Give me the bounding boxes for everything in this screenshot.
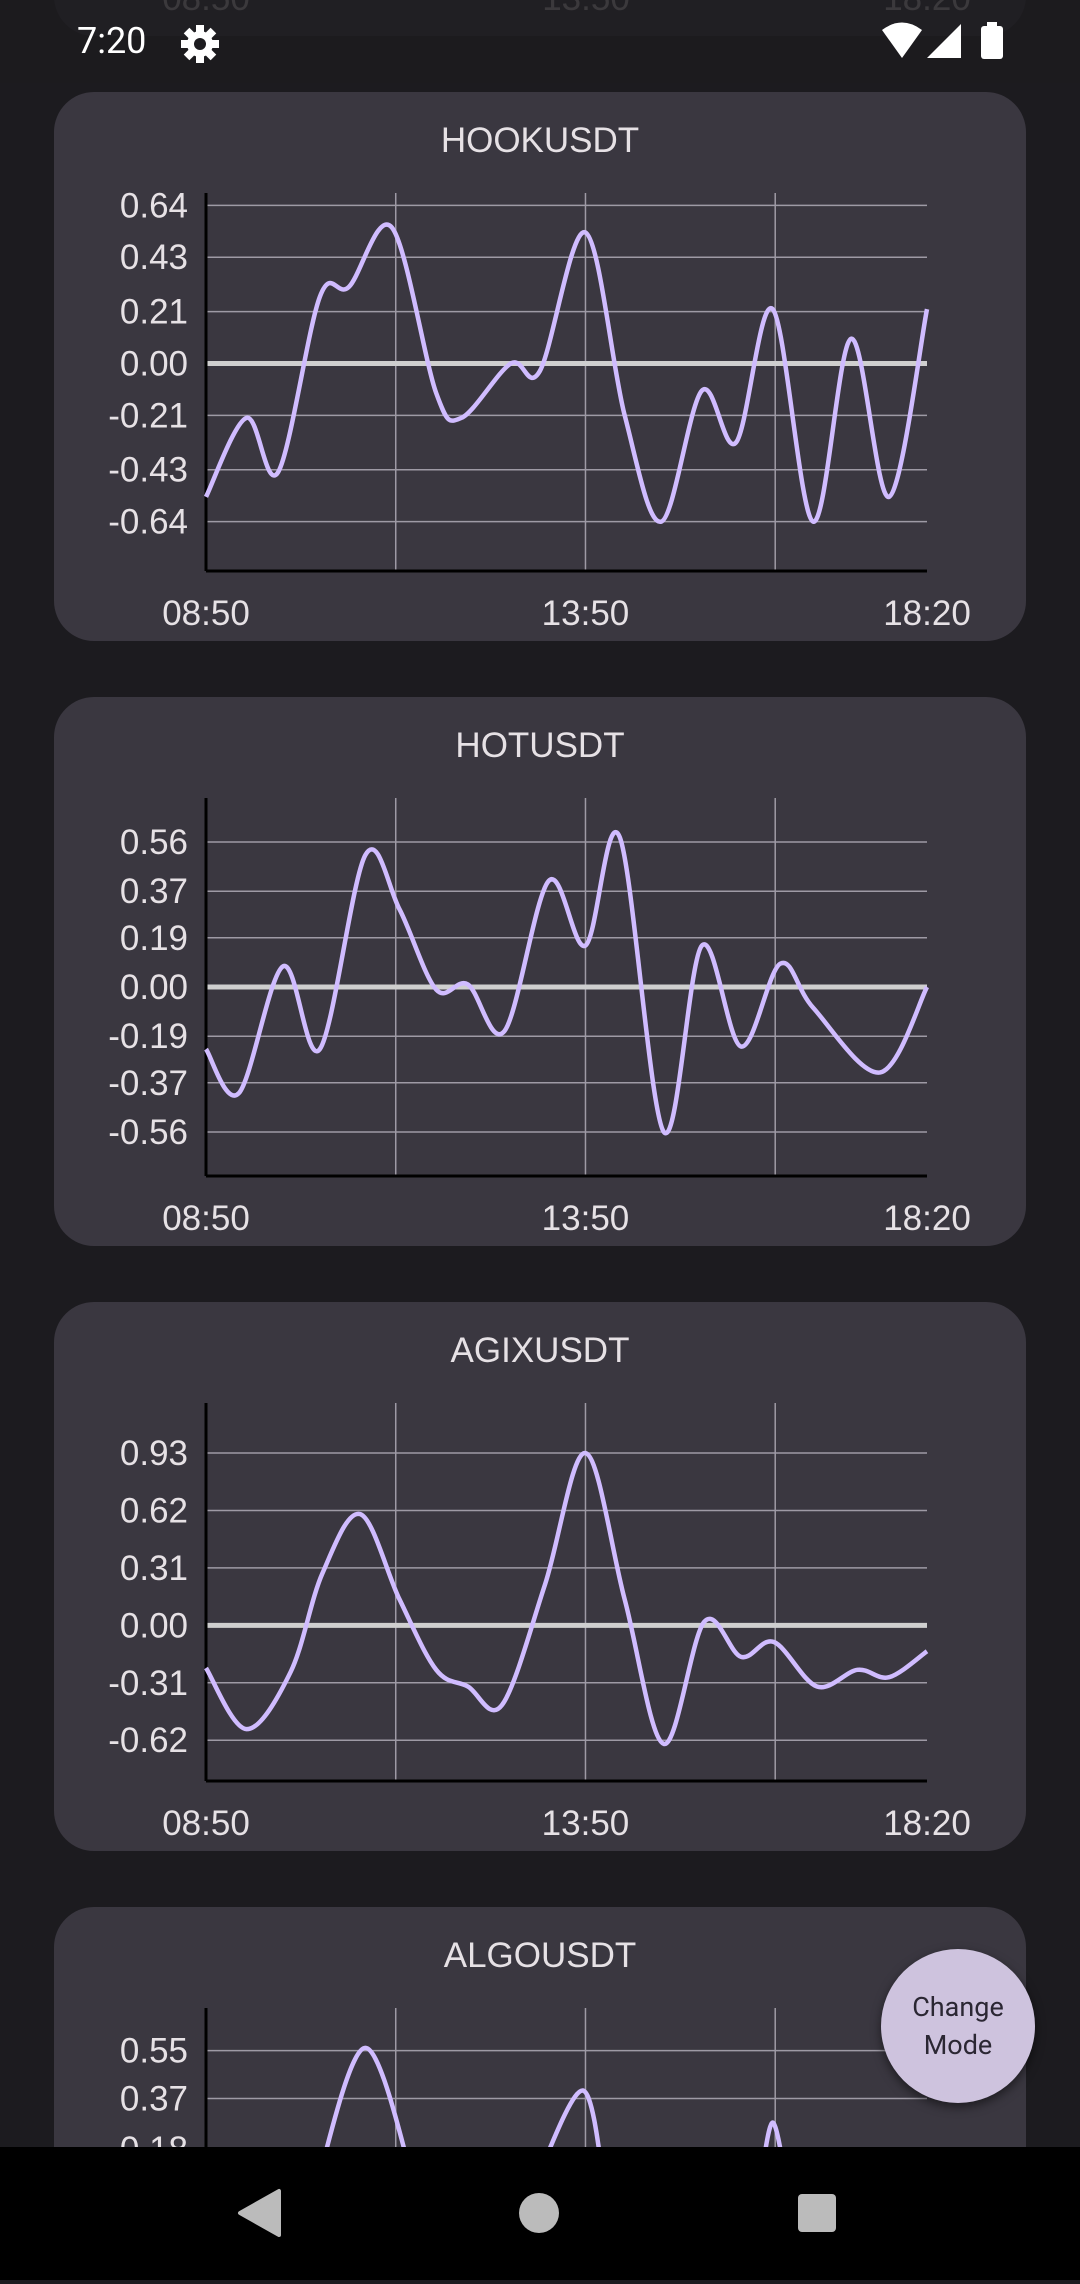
y-tick-label: 0.55 [120, 2032, 188, 2071]
y-tick-label: 0.00 [120, 344, 188, 383]
home-button[interactable] [519, 2193, 559, 2233]
x-tick-label: 18:20 [883, 1804, 971, 1843]
chart-title: ALGOUSDT [444, 1936, 637, 1975]
y-tick-label: -0.37 [108, 1064, 188, 1103]
price-line [204, 1450, 929, 1747]
chart-card: HOOKUSDT 0.64 0.43 0.21 0.00 -0.21 -0.43 -0.64 0… [54, 92, 1026, 641]
x-tick-label: 08:50 [162, 1199, 250, 1238]
y-tick-label: -0.64 [108, 503, 188, 542]
x-tick-label: 18:20 [883, 594, 971, 633]
x-tick-label: 18:20 [883, 1199, 971, 1238]
y-tick-label: 0.56 [120, 823, 188, 862]
y-tick-label: -0.56 [108, 1113, 188, 1152]
y-tick-label: -0.31 [108, 1664, 188, 1703]
y-tick-label: 0.43 [120, 238, 188, 277]
chart-title: HOOKUSDT [441, 121, 639, 160]
y-tick-label: 0.93 [120, 1434, 188, 1473]
x-tick-label: 13:50 [542, 594, 630, 633]
button-label: Change [912, 1991, 1004, 2023]
status-icons [181, 22, 1003, 63]
navigation-bar [0, 2147, 1080, 2280]
y-tick-label: -0.43 [108, 451, 188, 490]
price-line [203, 222, 930, 524]
chart-title: HOTUSDT [455, 726, 624, 765]
y-tick-label: 0.64 [120, 186, 188, 225]
y-tick-label: 0.00 [120, 1606, 188, 1645]
y-tick-label: -0.19 [108, 1017, 188, 1056]
button-label: Mode [923, 2029, 993, 2061]
y-tick-label: 0.21 [120, 293, 188, 332]
battery-tip [987, 22, 997, 27]
battery-icon [981, 26, 1003, 59]
card [54, 1302, 1026, 1851]
price-line [204, 830, 930, 1136]
clock: 7:20 [77, 20, 147, 62]
chart-card: AGIXUSDT 0.93 0.62 0.31 0.00 -0.31 -0.62 08:50 1… [54, 1302, 1026, 1851]
signal-icon [927, 24, 961, 58]
y-tick-label: 0.37 [120, 2080, 188, 2119]
change-mode-button[interactable]: Change Mode [881, 1949, 1035, 2103]
y-tick-label: -0.21 [108, 396, 188, 435]
y-tick-label: -0.62 [108, 1721, 188, 1760]
y-tick-label: 0.37 [120, 872, 188, 911]
chart-card: HOTUSDT 0.56 0.37 0.19 0.00 -0.19 -0.37 -0.56 08… [54, 697, 1026, 1246]
recents-button[interactable] [798, 2194, 836, 2232]
y-tick-label: 0.62 [120, 1491, 188, 1530]
wifi-icon [882, 22, 922, 58]
y-tick-label: 0.00 [120, 968, 188, 1007]
card [54, 697, 1026, 1246]
y-tick-label: 0.19 [120, 919, 188, 958]
nav-icons [238, 2189, 836, 2237]
x-tick-label: 08:50 [162, 594, 250, 633]
y-tick-label: 0.31 [120, 1549, 188, 1588]
settings-icon [181, 25, 219, 63]
x-tick-label: 13:50 [542, 1804, 630, 1843]
chart-title: AGIXUSDT [451, 1331, 630, 1370]
status-bar: 7:20 [0, 0, 1080, 83]
back-button[interactable] [238, 2189, 281, 2237]
chart-list: HOOKUSDT 0.64 0.43 0.21 0.00 -0.21 -0.43 -0.64 0… [54, 92, 1026, 2280]
x-tick-label: 13:50 [542, 1199, 630, 1238]
x-tick-label: 08:50 [162, 1804, 250, 1843]
